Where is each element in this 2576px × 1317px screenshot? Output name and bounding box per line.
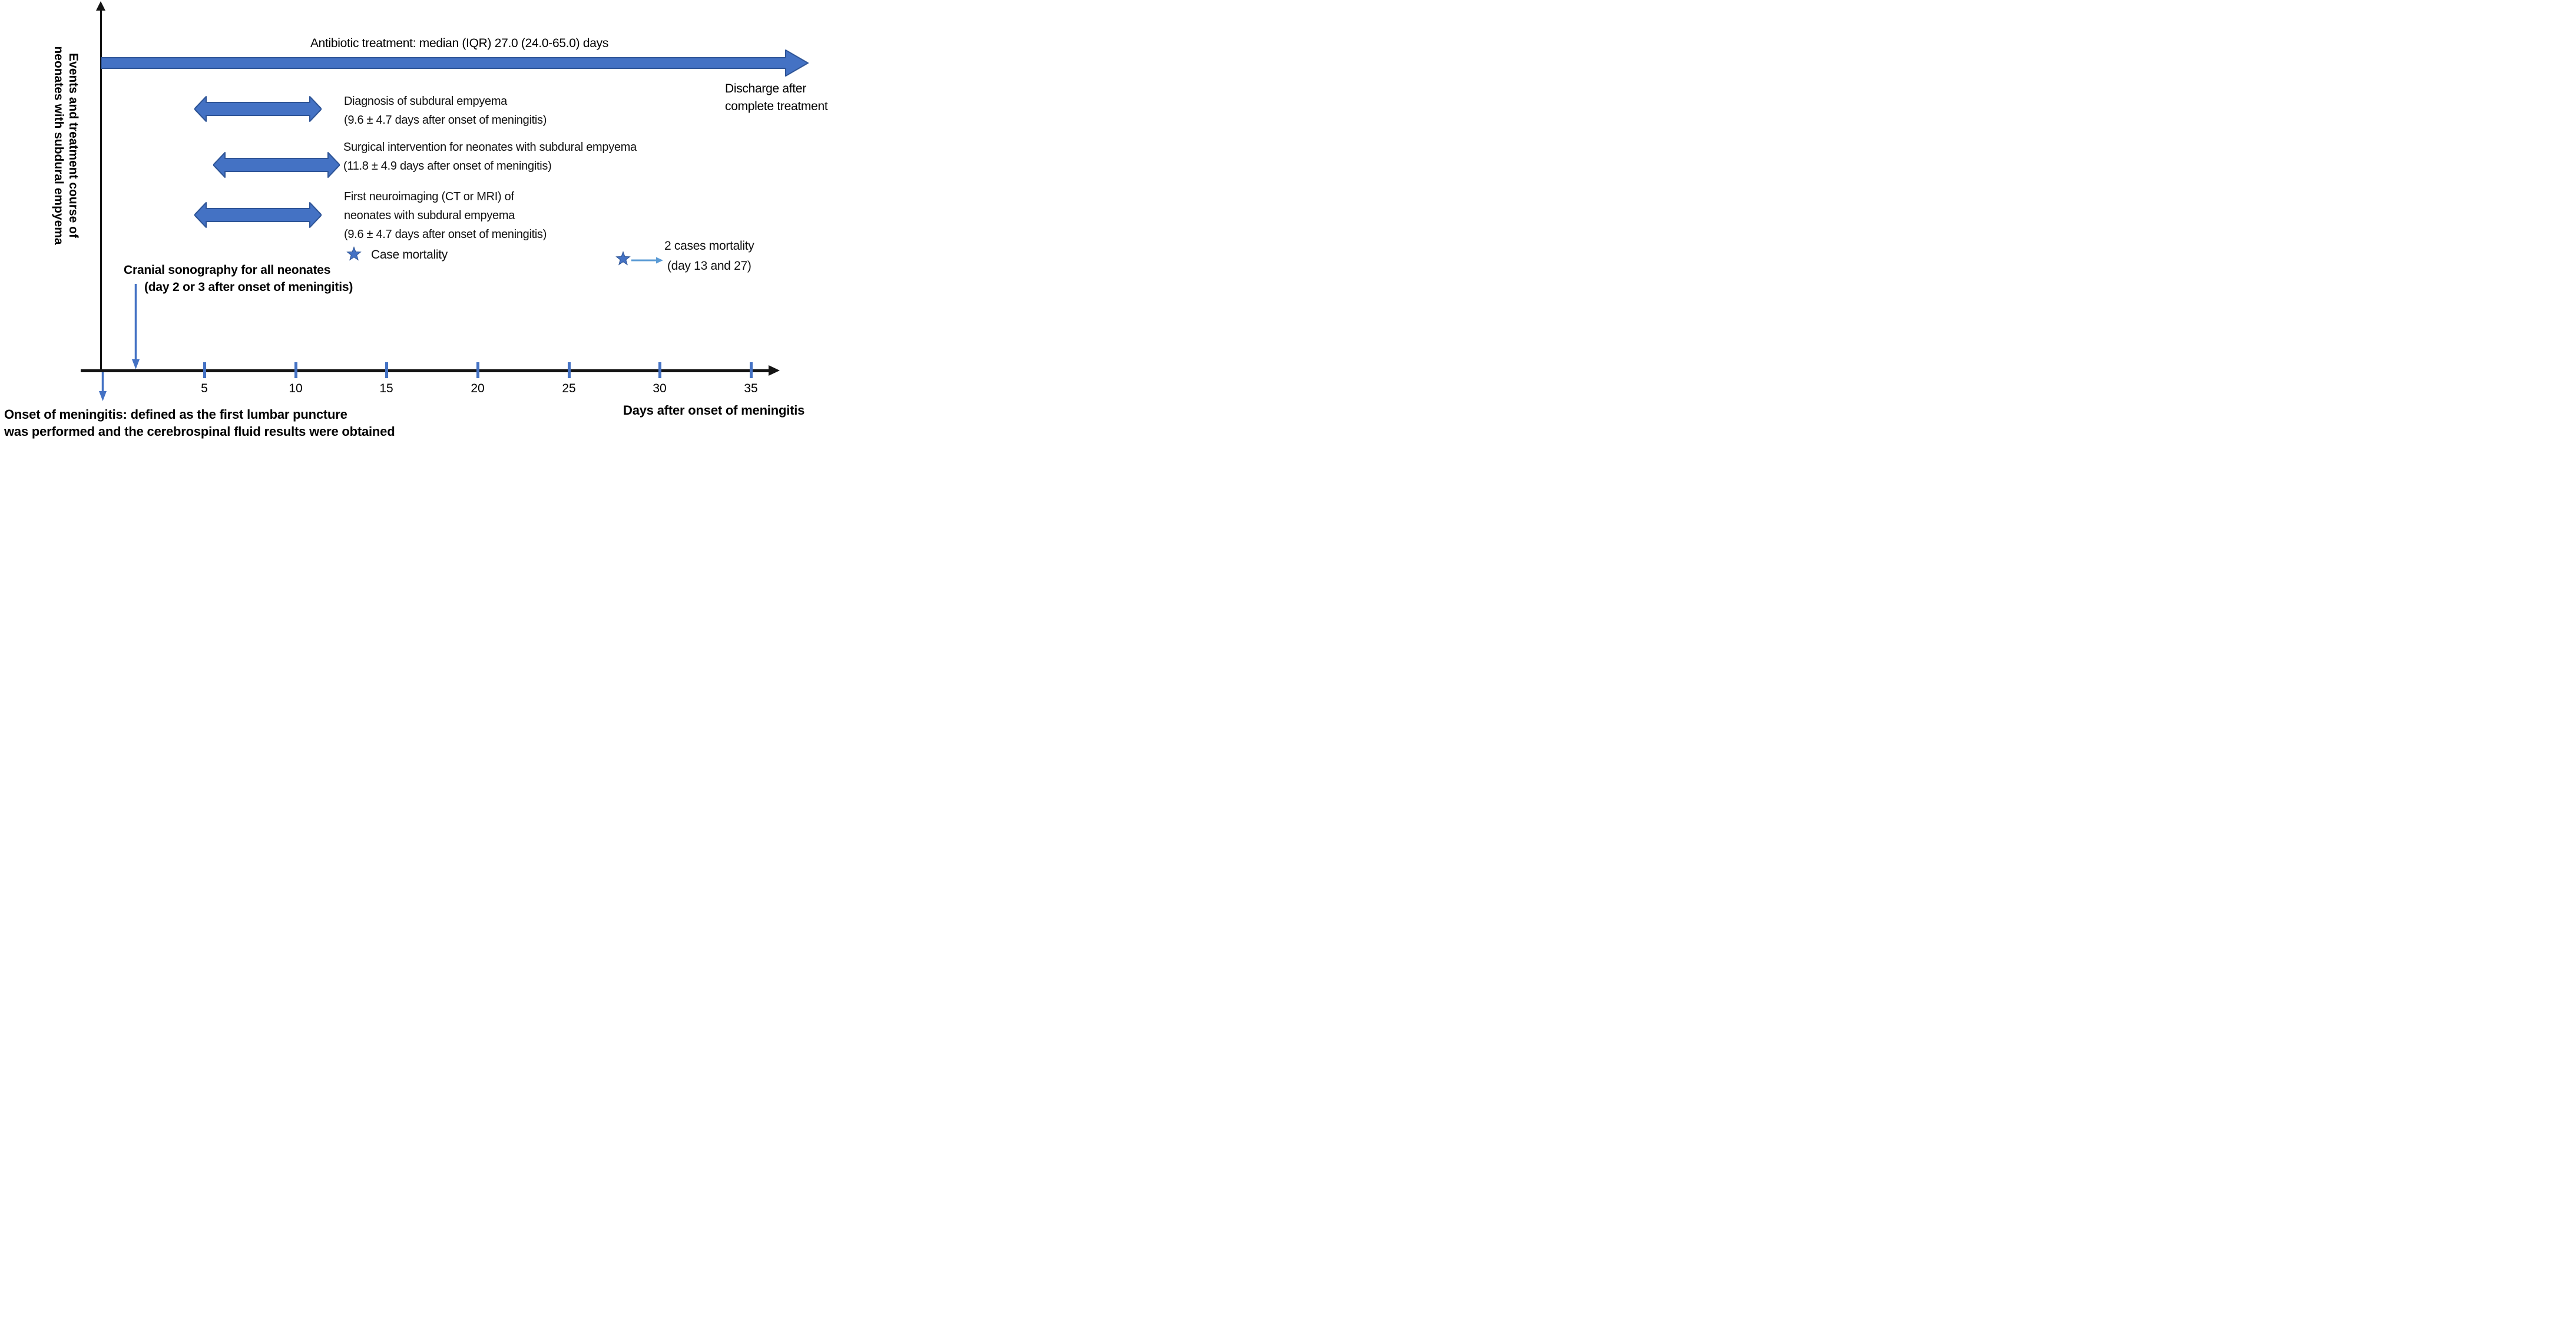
tick-day-20 <box>476 362 479 378</box>
case-mortality-label: Case mortality <box>371 248 448 262</box>
mortality-note-line2: (day 13 and 27) <box>667 259 751 273</box>
diagnosis-label: Diagnosis of subdural empyema (9.6 ± 4.7… <box>344 92 547 130</box>
timeline-figure: Events and treatment course of neonates … <box>0 0 859 439</box>
sonography-down-arrow <box>132 284 140 369</box>
tick-day-5 <box>203 362 206 378</box>
tick-day-30 <box>658 362 661 378</box>
neuroimaging-label: First neuroimaging (CT or MRI) of neonat… <box>344 187 547 244</box>
surgery-label-line1: Surgical intervention for neonates with … <box>343 141 637 154</box>
tick-day-35 <box>750 362 753 378</box>
tick-label-35: 35 <box>744 382 758 395</box>
tick-label-30: 30 <box>653 382 667 395</box>
neuroimaging-label-line3: (9.6 ± 4.7 days after onset of meningiti… <box>344 228 547 241</box>
onset-note-line1: Onset of meningitis: defined as the firs… <box>4 407 347 422</box>
diagnosis-label-line2: (9.6 ± 4.7 days after onset of meningiti… <box>344 114 547 127</box>
neuroimaging-range-arrow <box>194 202 322 228</box>
tick-day-10 <box>294 362 297 378</box>
diagnosis-label-line1: Diagnosis of subdural empyema <box>344 95 508 108</box>
x-axis-line <box>81 369 770 372</box>
surgery-range-arrow <box>213 152 340 178</box>
y-axis-label-line2: neonates with subdural empyema <box>52 46 65 245</box>
tick-day-15 <box>385 362 388 378</box>
y-axis-label: Events and treatment course of neonates … <box>50 13 81 278</box>
y-axis-arrowhead-up-icon <box>96 1 105 11</box>
tick-day-25 <box>568 362 571 378</box>
tick-label-20: 20 <box>471 382 485 395</box>
surgery-label: Surgical intervention for neonates with … <box>343 138 637 176</box>
x-axis-title: Days after onset of meningitis <box>623 403 805 418</box>
antibiotic-treatment-arrow <box>101 49 809 77</box>
case-mortality-star-icon <box>346 246 362 261</box>
x-axis-arrowhead-right-icon <box>769 365 780 376</box>
sonography-label-line1: Cranial sonography for all neonates <box>124 263 331 277</box>
antibiotic-treatment-label: Antibiotic treatment: median (IQR) 27.0 … <box>310 37 609 50</box>
tick-label-25: 25 <box>562 382 576 395</box>
discharge-label-line1: Discharge after <box>725 82 806 95</box>
surgery-label-line2: (11.8 ± 4.9 days after onset of meningit… <box>343 160 552 173</box>
neuroimaging-label-line1: First neuroimaging (CT or MRI) of <box>344 190 514 203</box>
onset-note-line2: was performed and the cerebrospinal flui… <box>4 424 395 439</box>
neuroimaging-label-line2: neonates with subdural empyema <box>344 209 515 222</box>
tick-label-15: 15 <box>379 382 393 395</box>
diagnosis-range-arrow <box>194 96 322 122</box>
sonography-label-line2: (day 2 or 3 after onset of meningitis) <box>144 280 353 294</box>
onset-down-arrow <box>99 372 107 401</box>
discharge-label-line2: complete treatment <box>725 100 828 113</box>
y-axis-line <box>100 8 102 371</box>
y-axis-label-line1: Events and treatment course of <box>67 53 80 238</box>
mortality-connector-arrow-icon <box>631 257 663 264</box>
discharge-label: Discharge after complete treatment <box>725 80 828 115</box>
tick-label-10: 10 <box>289 382 303 395</box>
tick-label-5: 5 <box>201 382 208 395</box>
mortality-note-line1: 2 cases mortality <box>664 239 754 253</box>
mortality-marker-star-icon <box>615 251 631 266</box>
